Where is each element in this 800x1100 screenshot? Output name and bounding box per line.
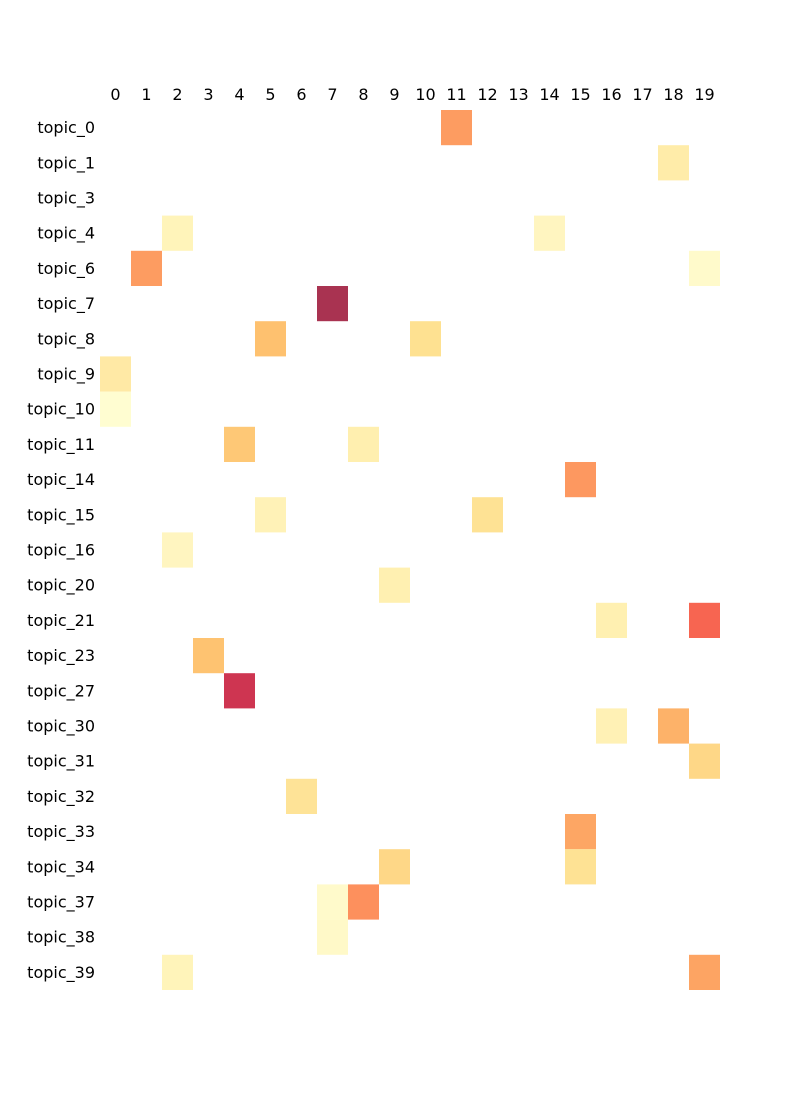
row-label: topic_3 (37, 189, 95, 209)
heatmap-cell (472, 497, 503, 533)
row-label: topic_39 (27, 963, 95, 983)
heatmap-cell (565, 814, 596, 850)
heatmap-cell (379, 849, 410, 885)
row-label: topic_37 (27, 893, 95, 913)
row-label: topic_32 (27, 787, 95, 807)
row-label: topic_4 (37, 224, 95, 244)
row-label: topic_20 (27, 576, 95, 596)
column-label: 3 (203, 85, 213, 104)
row-label: topic_38 (27, 928, 95, 948)
column-label: 6 (296, 85, 306, 104)
row-label: topic_6 (37, 259, 95, 279)
heatmap-cell (255, 497, 286, 533)
heatmap-cell (100, 356, 131, 392)
row-label: topic_15 (27, 505, 95, 525)
column-label: 9 (389, 85, 399, 104)
heatmap-cell (255, 321, 286, 357)
heatmap-cell (689, 602, 720, 638)
row-label: topic_14 (27, 470, 95, 490)
row-label: topic_10 (27, 400, 95, 420)
heatmap-cell (224, 426, 255, 462)
column-label: 5 (265, 85, 275, 104)
heatmap-cell (658, 708, 689, 744)
column-label: 2 (172, 85, 182, 104)
row-tick-labels: topic_0 topic_1 topic_3 topic_4 topic_6topic… (27, 118, 95, 983)
column-label: 0 (110, 85, 120, 104)
row-label: topic_7 (37, 294, 95, 314)
heatmap-cell (162, 532, 193, 568)
column-label: 12 (477, 85, 497, 104)
heatmap-cell (348, 426, 379, 462)
heatmap-cell (534, 215, 565, 251)
column-label: 7 (327, 85, 337, 104)
column-tick-labels: 0 1 2 3 4 5 6 7 8 9 10 11 12 13 14 15 16 17 18 19 (110, 85, 714, 104)
heatmap-cell (162, 215, 193, 251)
heatmap-cell (317, 286, 348, 322)
heatmap-cell (100, 391, 131, 427)
heatmap-cell (689, 743, 720, 779)
heatmap-cell (565, 462, 596, 498)
heatmap-cell (565, 849, 596, 885)
row-label: topic_30 (27, 717, 95, 737)
row-label: topic_23 (27, 646, 95, 666)
heatmap-cell (286, 778, 317, 814)
column-label: 15 (570, 85, 590, 104)
column-label: 17 (632, 85, 652, 104)
column-label: 4 (234, 85, 244, 104)
row-label: topic_34 (27, 857, 95, 877)
heatmap-cell (193, 638, 224, 674)
column-label: 8 (358, 85, 368, 104)
heatmap-cell (317, 919, 348, 955)
heatmap-cell (658, 145, 689, 181)
heatmap-cell (317, 884, 348, 920)
row-label: topic_9 (37, 365, 95, 385)
row-label: topic_31 (27, 752, 95, 772)
heatmap-cell (348, 884, 379, 920)
heatmap-cell (131, 250, 162, 286)
row-label: topic_21 (27, 611, 95, 631)
column-label: 16 (601, 85, 621, 104)
column-label: 10 (415, 85, 435, 104)
column-label: 14 (539, 85, 559, 104)
heatmap-cell (596, 708, 627, 744)
heatmap-cell (441, 110, 472, 146)
heatmap-cell (596, 602, 627, 638)
row-label: topic_16 (27, 541, 95, 561)
column-label: 18 (663, 85, 683, 104)
column-label: 13 (508, 85, 528, 104)
heatmap-cell (689, 250, 720, 286)
row-label: topic_33 (27, 822, 95, 842)
column-label: 11 (446, 85, 466, 104)
heatmap-cell (162, 954, 193, 990)
heatmap-cell (379, 567, 410, 603)
row-label: topic_8 (37, 329, 95, 349)
row-label: topic_0 (37, 118, 95, 138)
column-label: 1 (141, 85, 151, 104)
row-label: topic_27 (27, 681, 95, 701)
heatmap-cells (100, 110, 720, 990)
column-label: 19 (694, 85, 714, 104)
heatmap-cell (224, 673, 255, 709)
row-label: topic_11 (27, 435, 95, 455)
heatmap-cell (410, 321, 441, 357)
heatmap-cell (689, 954, 720, 990)
row-label: topic_1 (37, 153, 95, 173)
